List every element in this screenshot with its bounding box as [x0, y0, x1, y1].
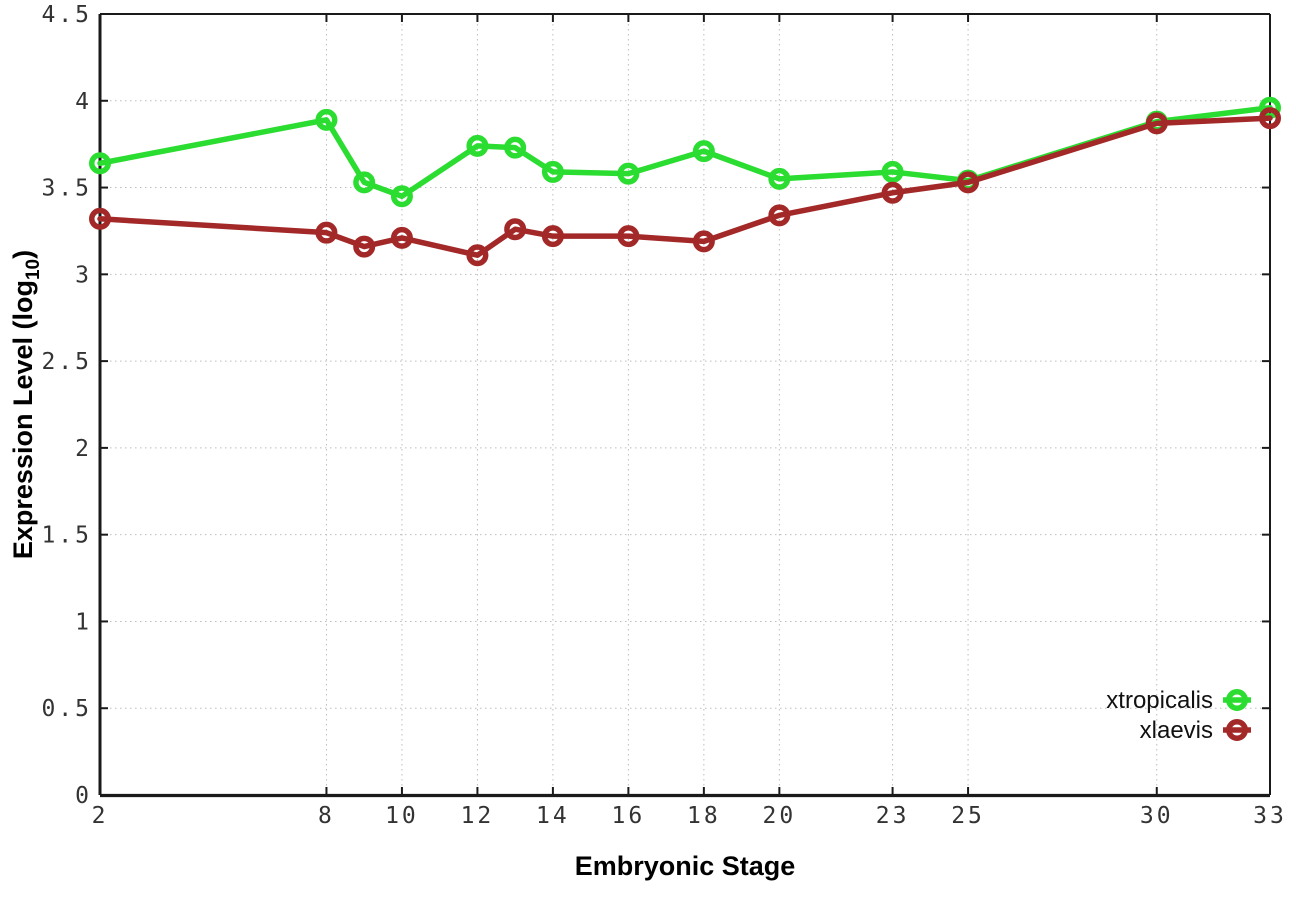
- x-tick-labels: 2 8 10 12 14 16 18 20 23 25 30 33: [92, 803, 1287, 829]
- series-xtropicalis-marker: [541, 160, 564, 183]
- x-tick-label: 25: [951, 803, 985, 829]
- series-xlaevis-marker: [390, 226, 413, 249]
- y-axis-title: Expression Level (log10): [8, 250, 44, 559]
- series-xtropicalis-marker: [504, 136, 527, 159]
- series-xtropicalis-marker: [353, 171, 376, 194]
- series-xtropicalis-marker: [881, 160, 904, 183]
- series-xlaevis-marker: [617, 225, 640, 248]
- legend: xtropicalis xlaevis: [1106, 687, 1251, 744]
- legend-label: xlaevis: [1140, 717, 1213, 744]
- series-xlaevis-marker: [957, 171, 980, 194]
- x-tick-label: 8: [318, 803, 335, 829]
- y-tick-labels: 0 0.5 1 1.5 2 2.5 3 3.5 4 4.5: [41, 2, 92, 809]
- legend-item-xtropicalis: xtropicalis: [1106, 687, 1251, 714]
- series-xtropicalis-marker: [466, 134, 489, 157]
- x-tick-label: 16: [612, 803, 646, 829]
- series-xtropicalis-line: [97, 104, 1273, 199]
- series-xlaevis-marker: [89, 207, 111, 230]
- legend-marker-icon: [1223, 719, 1251, 741]
- y-tick-label: 0: [75, 783, 92, 809]
- series-xlaevis-marker: [541, 225, 564, 248]
- series-xlaevis-marker: [881, 181, 904, 204]
- legend-item-xlaevis: xlaevis: [1140, 717, 1251, 744]
- plot-border: [98, 13, 1271, 798]
- series-xtropicalis-marker: [692, 140, 715, 163]
- y-tick-label: 1.5: [41, 523, 92, 549]
- x-tick-label: 18: [687, 803, 721, 829]
- series-xtropicalis-marker: [89, 152, 111, 175]
- series-xtropicalis-marker: [390, 185, 413, 208]
- legend-marker-icon: [1223, 689, 1251, 711]
- y-tick-label: 4.5: [41, 2, 92, 28]
- tick-marks: [99, 13, 1271, 796]
- x-axis-title: Embryonic Stage: [575, 851, 796, 881]
- series-xlaevis-marker: [1259, 107, 1281, 130]
- x-tick-label: 14: [536, 803, 570, 829]
- y-tick-label: 1: [75, 609, 92, 635]
- y-tick-label: 3.5: [41, 176, 92, 202]
- x-tick-label: 33: [1253, 803, 1287, 829]
- y-tick-label: 2: [75, 436, 92, 462]
- series-xtropicalis-marker: [768, 167, 791, 190]
- series-xlaevis: [89, 107, 1281, 267]
- x-tick-label: 23: [876, 803, 910, 829]
- y-tick-label: 4: [75, 89, 92, 115]
- y-tick-label: 3: [75, 262, 92, 288]
- x-tick-label: 20: [763, 803, 797, 829]
- x-tick-label: 30: [1140, 803, 1174, 829]
- x-tick-label: 12: [461, 803, 495, 829]
- legend-label: xtropicalis: [1106, 687, 1213, 714]
- series-xlaevis-marker: [1145, 112, 1168, 135]
- series-xlaevis-marker: [504, 218, 527, 241]
- x-tick-label: 2: [92, 803, 109, 829]
- series-xlaevis-marker: [315, 221, 338, 244]
- series-xlaevis-marker: [466, 244, 489, 267]
- series-xlaevis-marker: [353, 235, 376, 258]
- series-xlaevis-marker: [768, 204, 791, 227]
- x-tick-label: 10: [385, 803, 419, 829]
- series-xlaevis-marker: [692, 230, 715, 253]
- series-xtropicalis-marker: [315, 108, 338, 131]
- y-tick-label: 2.5: [41, 349, 92, 375]
- series-xtropicalis: [89, 96, 1281, 208]
- series-xtropicalis-marker: [617, 162, 640, 185]
- y-tick-label: 0.5: [41, 696, 92, 722]
